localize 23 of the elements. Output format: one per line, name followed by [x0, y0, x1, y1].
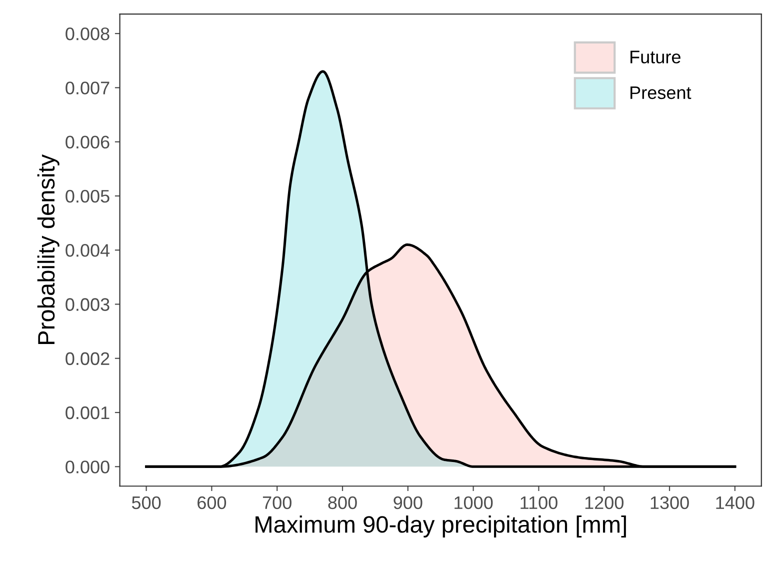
x-tick-label: 900 — [394, 496, 422, 510]
x-axis-title: Maximum 90-day precipitation [mm] — [256, 515, 626, 538]
x-tick-label: 1200 — [585, 496, 624, 510]
y-tick-label: 0.005 — [66, 190, 110, 203]
x-tick-label: 700 — [262, 496, 292, 510]
legend-label: Present — [630, 86, 692, 100]
x-tick-label: 500 — [132, 496, 161, 510]
x-tick-label: 600 — [198, 496, 226, 510]
y-tick-label: 0.008 — [66, 27, 110, 40]
x-tick-label: 1300 — [650, 496, 689, 510]
y-tick-label: 0.000 — [66, 460, 110, 474]
y-tick-label: 0.003 — [66, 298, 110, 311]
x-tick-label: 1400 — [716, 496, 754, 510]
y-tick-label: 0.001 — [66, 406, 110, 420]
y-axis-title: Probability density — [37, 154, 60, 344]
legend-label: Future — [630, 50, 680, 64]
y-tick-label: 0.004 — [66, 244, 110, 257]
x-tick-label: 1000 — [454, 496, 493, 510]
x-tick-label: 800 — [328, 496, 357, 510]
y-tick-label: 0.006 — [66, 136, 110, 149]
x-tick-label: 1100 — [520, 496, 558, 510]
y-tick-label: 0.002 — [66, 352, 110, 366]
y-tick-label: 0.007 — [66, 82, 110, 94]
